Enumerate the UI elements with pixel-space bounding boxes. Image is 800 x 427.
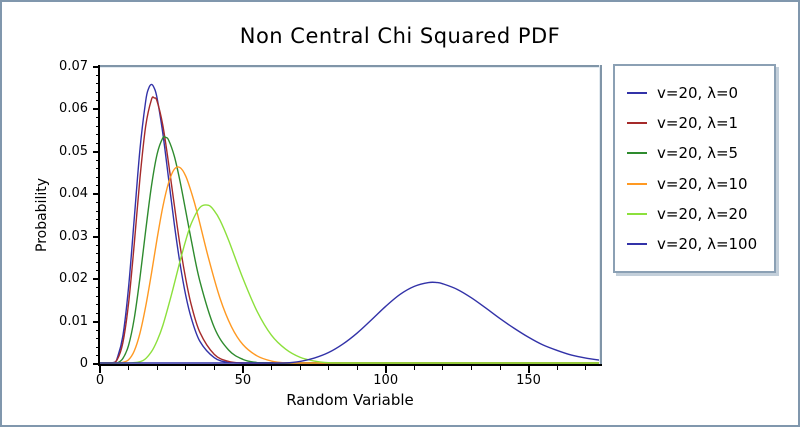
x-minor-tick xyxy=(213,366,215,370)
x-minor-tick xyxy=(499,366,501,370)
x-minor-tick xyxy=(470,366,472,370)
x-major-tick xyxy=(384,366,387,373)
legend-line-swatch-icon xyxy=(627,182,647,185)
x-major-tick xyxy=(99,366,101,373)
x-tick-label: 150 xyxy=(516,373,541,388)
x-axis-title: Random Variable xyxy=(286,391,414,409)
x-tick-label: 0 xyxy=(95,373,105,388)
x-minor-tick xyxy=(356,366,358,370)
legend-item-0: v=20, λ=0 xyxy=(627,84,768,102)
x-minor-tick xyxy=(556,366,558,370)
y-tick-label: 0.05 xyxy=(59,143,88,159)
x-minor-tick xyxy=(442,366,444,370)
x-minor-tick xyxy=(128,366,130,370)
legend-label: v=20, λ=20 xyxy=(657,204,748,223)
y-tick-label: 0.01 xyxy=(59,313,88,329)
legend-item-4: v=20, λ=20 xyxy=(627,205,768,223)
curve-series-3 xyxy=(100,166,600,364)
x-minor-tick xyxy=(185,366,187,370)
y-axis-line xyxy=(98,65,100,366)
legend-item-3: v=20, λ=10 xyxy=(627,175,768,193)
legend-line-swatch-icon xyxy=(627,242,647,245)
plot-frame-right-border xyxy=(600,65,602,366)
x-major-tick xyxy=(241,366,244,373)
x-axis-line xyxy=(98,364,602,366)
x-tick-label: 50 xyxy=(234,373,252,388)
plot-area xyxy=(100,67,600,364)
curve-series-5 xyxy=(100,281,600,364)
curve-series-4 xyxy=(100,204,600,364)
x-minor-tick xyxy=(299,366,301,370)
plot-frame-top-border xyxy=(98,65,602,67)
y-tick-label: 0.02 xyxy=(59,271,88,287)
legend-line-swatch-icon xyxy=(627,92,647,95)
plot-svg xyxy=(100,83,600,364)
legend-item-1: v=20, λ=1 xyxy=(627,114,768,132)
y-tick-label: 0.07 xyxy=(59,59,88,74)
curve-series-0 xyxy=(100,83,600,364)
y-axis-title-text: Probability xyxy=(34,177,50,253)
x-tick-label: 100 xyxy=(373,373,399,388)
x-major-tick xyxy=(527,366,530,373)
legend-box: v=20, λ=0 v=20, λ=1 v=20, λ=5 v=20, λ=10 v=2… xyxy=(613,64,776,273)
curve-series-2 xyxy=(100,135,600,364)
x-minor-tick xyxy=(156,366,158,370)
y-tick-label: 0 xyxy=(79,356,88,371)
x-minor-tick xyxy=(585,366,587,370)
legend-label: v=20, λ=5 xyxy=(657,144,739,163)
x-minor-tick xyxy=(413,366,415,370)
legend-label: v=20, λ=1 xyxy=(657,114,739,133)
legend-line-swatch-icon xyxy=(627,152,647,155)
legend-label: v=20, λ=10 xyxy=(657,174,748,193)
legend-label: v=20, λ=100 xyxy=(657,234,758,253)
y-tick-label: 0.06 xyxy=(59,101,88,117)
x-minor-tick xyxy=(328,366,330,370)
chart-title: Non Central Chi Squared PDF xyxy=(239,24,561,48)
legend-line-swatch-icon xyxy=(627,212,647,215)
legend-item-2: v=20, λ=5 xyxy=(627,144,768,162)
legend-label: v=20, λ=0 xyxy=(657,84,739,103)
x-minor-tick xyxy=(270,366,272,370)
legend-item-5: v=20, λ=100 xyxy=(627,235,768,253)
legend-line-swatch-icon xyxy=(627,122,647,125)
